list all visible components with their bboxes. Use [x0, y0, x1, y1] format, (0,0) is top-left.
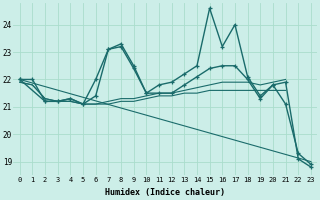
X-axis label: Humidex (Indice chaleur): Humidex (Indice chaleur) — [105, 188, 225, 197]
